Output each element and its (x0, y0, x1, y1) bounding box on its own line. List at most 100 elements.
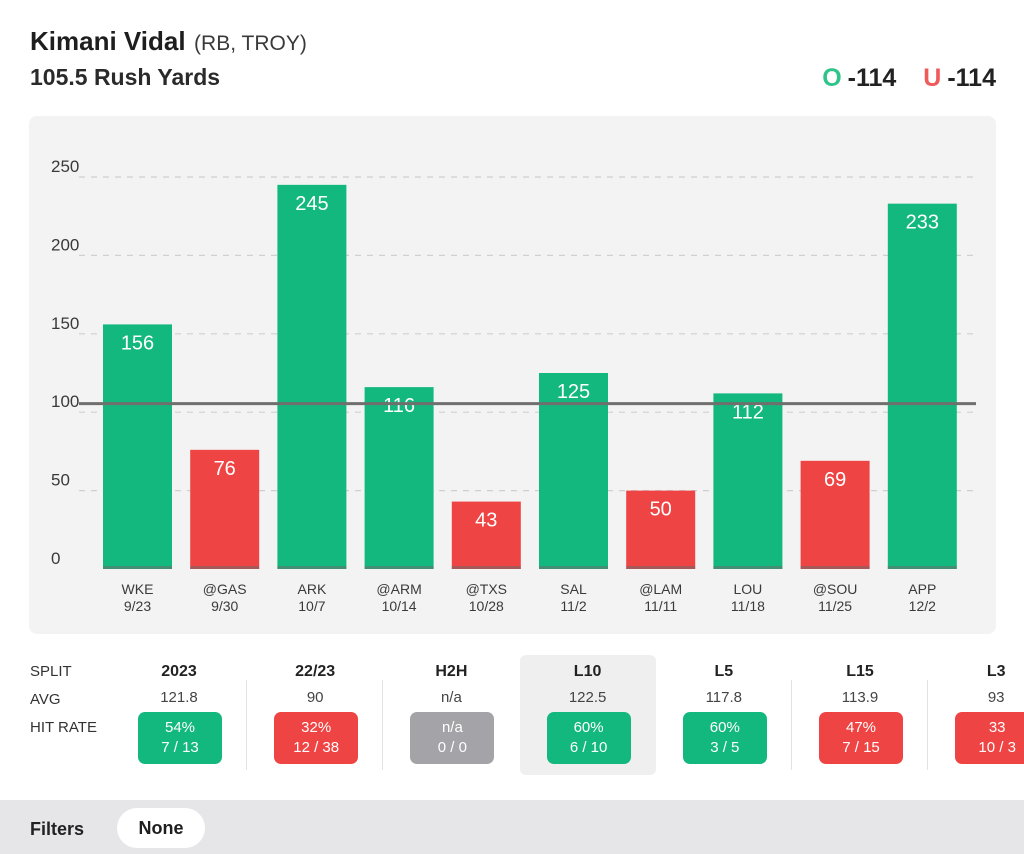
split-column-l15[interactable]: L15 113.9 47% 7 / 15 (792, 655, 928, 775)
hit-rate-record: 0 / 0 (437, 739, 467, 756)
split-name: H2H (435, 663, 468, 680)
bar-value-label: 245 (295, 193, 328, 215)
under-odds[interactable]: U -114 (903, 64, 996, 93)
bar-value-label: 112 (732, 401, 764, 423)
player-position-team: (RB, TROY) (194, 32, 307, 55)
hit-rate-record: 6 / 10 (569, 739, 608, 756)
bar-value-label: 50 (650, 499, 672, 521)
split-name: L5 (714, 663, 734, 680)
bar-app[interactable] (887, 203, 957, 569)
x-date-label: 9/30 (211, 598, 238, 614)
split-avg: n/a (440, 689, 462, 706)
bar-baseline (626, 566, 696, 569)
x-date-label: 9/23 (124, 598, 151, 614)
x-date-label: 11/18 (731, 598, 765, 614)
split-column-l3[interactable]: L3 93 33 10 / 3 (928, 655, 1024, 775)
hit-rate-badge: 47% 7 / 15 (819, 712, 903, 764)
x-date-label: 11/25 (818, 598, 852, 614)
x-category-label: @LAM (639, 581, 682, 597)
bar-value-label: 76 (214, 458, 236, 480)
bar-chart: 0 50 100 150 200 250 156 76 245 116 43 125 50 112 69 23… (51, 157, 976, 614)
split-name: L3 (986, 663, 1006, 680)
bar-sal[interactable] (539, 373, 608, 569)
hit-rate-row-label: HIT RATE (30, 719, 97, 736)
split-avg: 121.8 (160, 689, 198, 706)
bar-baseline (887, 566, 957, 569)
x-category-label: @GAS (203, 581, 247, 597)
split-avg: 122.5 (568, 689, 607, 706)
bar-lou[interactable] (713, 393, 783, 569)
y-tick-label: 200 (51, 235, 79, 254)
x-date-label: 11/11 (644, 598, 677, 614)
hit-rate-badge: n/a 0 / 0 (410, 712, 495, 764)
split-name: L10 (573, 663, 602, 680)
bar-baseline (103, 566, 172, 569)
player-name: Kimani Vidal (30, 26, 186, 56)
hit-rate-record: 10 / 3 (978, 739, 1016, 756)
column-divider (382, 680, 384, 770)
split-column-2023[interactable]: 2023 121.8 54% 7 / 13 (111, 655, 247, 775)
hit-rate-percent: 32% (301, 719, 332, 736)
x-category-label: ARK (298, 581, 327, 597)
split-column-l5[interactable]: L5 117.8 60% 3 / 5 (656, 655, 792, 775)
hit-rate-badge: 60% 6 / 10 (546, 712, 631, 764)
hit-rate-badge: 60% 3 / 5 (682, 712, 767, 764)
odds-display: O -114 U -114 (822, 64, 996, 93)
bar-wke[interactable] (103, 324, 172, 569)
over-price: -114 (847, 64, 897, 92)
bar-baseline (800, 566, 870, 569)
bar-baseline (451, 566, 521, 569)
bar-at-gas[interactable] (190, 449, 260, 569)
bar-value-label: 69 (824, 469, 846, 491)
split-avg: 117.8 (705, 689, 743, 706)
hit-rate-record: 3 / 5 (710, 739, 740, 756)
split-avg: 90 (306, 689, 324, 706)
bar-baseline (713, 566, 783, 569)
hit-rate-record: 7 / 15 (842, 739, 880, 756)
x-date-label: 11/2 (560, 598, 586, 614)
bar-value-label: 116 (383, 395, 415, 417)
hit-rate-badge: 32% 12 / 38 (274, 712, 359, 764)
split-avg: 93 (987, 689, 1005, 706)
prop-title: 105.5 Rush Yards (30, 64, 221, 90)
hit-rate-percent: 60% (709, 719, 740, 736)
hit-rate-percent: 60% (573, 719, 604, 736)
bar-baseline (364, 566, 434, 569)
bar-value-label: 43 (475, 510, 497, 532)
hit-rate-badge: 54% 7 / 13 (138, 712, 222, 764)
bar-value-label: 156 (121, 332, 154, 354)
splits-table: SPLIT AVG HIT RATE 2023 121.8 54% 7 / 13 22/… (0, 655, 1024, 775)
under-price: -114 (947, 64, 996, 92)
y-tick-label: 150 (51, 314, 79, 333)
bar-baseline (277, 566, 347, 569)
filters-chip[interactable]: None (117, 808, 205, 848)
split-name: 22/23 (295, 663, 336, 680)
split-avg: 113.9 (841, 689, 879, 706)
split-column-l10[interactable]: L10 122.5 60% 6 / 10 (519, 655, 656, 775)
avg-row-label: AVG (30, 691, 61, 708)
bar-value-label: 125 (557, 381, 590, 403)
hit-rate-badge: 33 10 / 3 (955, 712, 1024, 764)
hit-rate-percent: 47% (845, 719, 877, 736)
hit-rate-percent: n/a (441, 719, 463, 736)
x-category-label: @TXS (466, 581, 507, 597)
bar-at-arm[interactable] (364, 387, 434, 569)
bar-at-sou[interactable] (800, 460, 870, 569)
bar-at-lam[interactable] (626, 490, 696, 569)
x-date-label: 10/28 (469, 598, 504, 614)
column-divider (927, 680, 929, 770)
hit-rate-record: 7 / 13 (161, 739, 199, 756)
x-category-label: WKE (122, 581, 154, 597)
prop-header: Kimani Vidal (RB, TROY) 105.5 Rush Yards… (30, 26, 996, 106)
x-category-label: APP (908, 581, 936, 597)
hit-rate-record: 12 / 38 (293, 739, 340, 756)
x-category-label: LOU (734, 581, 763, 597)
y-tick-label: 100 (51, 392, 79, 411)
split-column-h2h[interactable]: H2H n/a n/a 0 / 0 (383, 655, 519, 775)
column-divider (791, 680, 792, 770)
bar-at-txs[interactable] (451, 501, 521, 569)
split-column-22-23[interactable]: 22/23 90 32% 12 / 38 (247, 655, 383, 775)
bar-ark[interactable] (277, 184, 347, 569)
bars: 156 76 245 116 43 125 50 112 69 233 (103, 184, 957, 569)
over-odds[interactable]: O -114 (822, 64, 896, 93)
